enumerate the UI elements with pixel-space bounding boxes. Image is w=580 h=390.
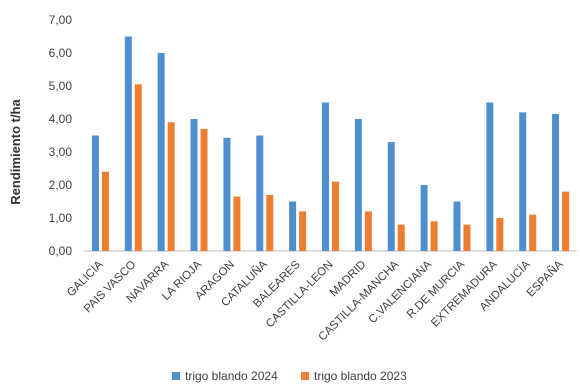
legend-label-2024: trigo blando 2024 (185, 369, 278, 383)
bar-2024 (552, 114, 560, 251)
bar-2023 (134, 84, 142, 251)
bar-2024 (354, 119, 362, 251)
legend-label-2023: trigo blando 2023 (314, 369, 407, 383)
y-axis-ticks: 0,00 1,00 2,00 3,00 4,00 5,00 6,00 7,00 (49, 13, 73, 258)
x-tick-label: ESPAÑA (524, 258, 566, 300)
bar-2024 (190, 119, 198, 251)
bar-2023 (167, 122, 175, 251)
y-tick-label: 2,00 (49, 178, 73, 192)
y-tick-label: 3,00 (49, 145, 73, 159)
bar-2023 (496, 218, 504, 251)
y-tick-label: 0,00 (49, 244, 73, 258)
legend-swatch-2024 (172, 372, 180, 380)
bar-2024 (223, 137, 231, 251)
y-tick-label: 6,00 (49, 46, 73, 60)
bar-2024 (91, 135, 99, 251)
bar-2023 (266, 194, 274, 251)
x-tick-label: R.DE MURCIA (405, 258, 467, 320)
legend-swatch-2023 (301, 372, 309, 380)
bar-2024 (256, 135, 264, 251)
bar-2023 (529, 214, 537, 251)
bar-2023 (463, 224, 471, 251)
bars (91, 36, 570, 252)
bar-2023 (364, 211, 372, 251)
bar-2023 (397, 224, 405, 251)
bar-2023 (101, 171, 109, 251)
bar-2024 (420, 185, 428, 251)
y-tick-label: 1,00 (49, 211, 73, 225)
bar-2024 (322, 102, 329, 251)
bar-2024 (124, 36, 132, 251)
bar-2023 (332, 181, 339, 251)
y-tick-label: 4,00 (49, 112, 73, 126)
bar-2023 (233, 196, 241, 251)
bar-2024 (519, 112, 527, 252)
bar-2024 (486, 102, 494, 251)
y-axis-label: Rendimiento t/ha (8, 99, 23, 205)
bar-2024 (157, 53, 165, 251)
bar-2023 (200, 128, 208, 251)
bar-2023 (562, 191, 570, 251)
legend: trigo blando 2024 trigo blando 2023 (172, 369, 407, 383)
bar-2024 (453, 201, 461, 251)
bar-2023 (430, 221, 438, 251)
y-tick-label: 7,00 (49, 13, 73, 27)
y-tick-label: 5,00 (49, 79, 73, 93)
bar-2024 (289, 201, 297, 251)
bar-2023 (299, 211, 307, 251)
bar-2024 (387, 142, 395, 251)
